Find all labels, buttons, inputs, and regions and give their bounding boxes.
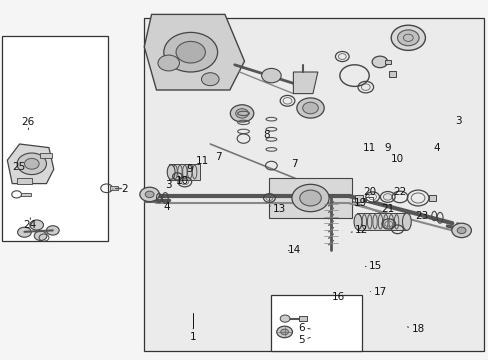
Bar [109,186,118,190]
Text: 5: 5 [298,335,310,345]
Text: 19: 19 [353,198,367,208]
Text: 8: 8 [263,130,269,140]
Text: 17: 17 [369,287,386,297]
Circle shape [201,73,219,86]
Circle shape [176,41,205,63]
Circle shape [299,190,321,206]
Text: 9: 9 [185,164,192,174]
Circle shape [296,98,324,118]
Circle shape [24,158,39,169]
Text: 11: 11 [362,143,375,153]
Bar [385,60,390,64]
Ellipse shape [402,213,410,230]
Bar [168,164,200,180]
Circle shape [230,105,253,122]
Circle shape [276,326,292,338]
Text: 6: 6 [298,323,309,333]
Polygon shape [7,144,54,184]
Bar [40,153,52,158]
Text: 14: 14 [287,245,301,255]
Text: 9: 9 [384,143,390,153]
Text: 21: 21 [380,204,394,214]
Text: 4: 4 [163,202,169,212]
Text: 13: 13 [269,204,286,214]
Text: 3: 3 [454,116,461,126]
Circle shape [371,56,387,68]
Circle shape [302,102,318,114]
Circle shape [140,187,159,202]
Text: 16: 16 [331,292,345,302]
Circle shape [261,68,281,83]
Circle shape [280,329,288,335]
Circle shape [30,220,43,230]
Circle shape [163,32,217,72]
Circle shape [18,227,31,237]
Bar [299,316,306,321]
Text: 20: 20 [363,186,376,197]
Text: 7: 7 [215,152,222,162]
Text: 3: 3 [165,180,172,190]
Bar [2,36,107,241]
Text: 22: 22 [392,186,406,197]
Text: 18: 18 [407,324,424,334]
Text: 10: 10 [176,176,188,186]
Bar [428,195,435,201]
Ellipse shape [353,214,361,230]
Bar [354,195,363,202]
Bar [17,178,32,184]
Text: 7: 7 [291,159,298,169]
Text: 11: 11 [196,156,209,166]
Text: 10: 10 [390,154,403,164]
Circle shape [17,153,46,175]
Circle shape [145,191,154,198]
Text: 25: 25 [12,162,25,172]
Bar [388,71,395,77]
Text: 15: 15 [365,261,382,271]
Bar [356,213,405,230]
Circle shape [46,226,59,235]
Circle shape [390,25,425,50]
Bar [144,18,483,351]
Bar [271,295,361,351]
Polygon shape [144,14,244,90]
Ellipse shape [167,165,175,179]
Text: 23: 23 [414,211,427,221]
Circle shape [291,184,328,212]
Circle shape [456,227,465,234]
Polygon shape [293,72,317,94]
Text: 12: 12 [350,225,368,235]
Bar [20,193,31,196]
Circle shape [235,109,248,118]
Circle shape [451,223,470,238]
Bar [365,197,372,202]
Circle shape [158,55,179,71]
Text: 2: 2 [113,184,128,194]
Circle shape [397,30,418,46]
Text: 1: 1 [189,329,196,342]
Circle shape [34,231,47,240]
Circle shape [383,194,391,200]
Text: 26: 26 [21,117,35,130]
Circle shape [280,315,289,322]
Text: 24: 24 [23,218,37,230]
Text: 4: 4 [432,143,439,153]
Polygon shape [268,178,351,218]
